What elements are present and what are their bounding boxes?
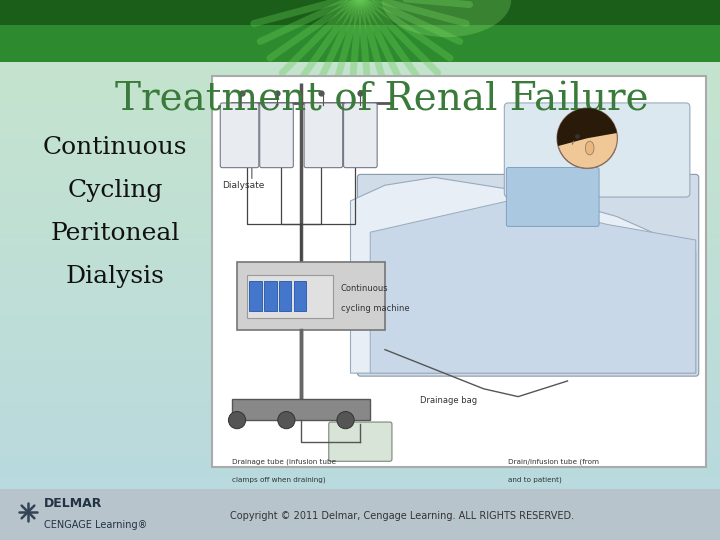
Bar (212, 76, 706, 467)
Ellipse shape (382, 0, 511, 37)
FancyBboxPatch shape (343, 103, 377, 167)
FancyBboxPatch shape (506, 167, 599, 226)
Bar (0, 0, 720, 25)
Bar (232, 399, 370, 420)
Circle shape (278, 411, 295, 429)
Bar (0, 489, 720, 540)
Text: cycling machine: cycling machine (341, 304, 409, 313)
Bar (247, 275, 333, 318)
Circle shape (337, 411, 354, 429)
FancyBboxPatch shape (220, 103, 258, 167)
Wedge shape (557, 108, 617, 146)
Text: Peritoneal: Peritoneal (50, 221, 180, 245)
Text: Continuous: Continuous (42, 136, 187, 159)
Text: Copyright © 2011 Delmar, Cengage Learning. ALL RIGHTS RESERVED.: Copyright © 2011 Delmar, Cengage Learnin… (230, 510, 574, 521)
Circle shape (228, 411, 246, 429)
Polygon shape (351, 177, 696, 373)
Bar (294, 281, 306, 310)
Text: clamps off when draining): clamps off when draining) (232, 476, 325, 483)
Bar (237, 261, 385, 330)
Text: Dialysis: Dialysis (66, 265, 164, 287)
Bar (580, 146, 595, 170)
Text: Drain/infusion tube (from: Drain/infusion tube (from (508, 458, 599, 465)
Text: Treatment of Renal Failure: Treatment of Renal Failure (114, 82, 649, 118)
Text: Drainage bag: Drainage bag (420, 396, 477, 405)
Bar (0, 0, 720, 62)
Circle shape (557, 108, 617, 168)
Bar (264, 281, 276, 310)
Ellipse shape (585, 141, 594, 155)
Text: DELMAR: DELMAR (44, 497, 102, 510)
Bar (249, 281, 262, 310)
FancyBboxPatch shape (504, 103, 690, 197)
FancyBboxPatch shape (357, 174, 698, 376)
Polygon shape (370, 201, 696, 373)
FancyBboxPatch shape (329, 422, 392, 461)
FancyBboxPatch shape (260, 103, 293, 167)
Bar (279, 281, 292, 310)
Text: Dialysate: Dialysate (222, 181, 265, 190)
FancyBboxPatch shape (304, 103, 343, 167)
Text: CENGAGE Learning®: CENGAGE Learning® (44, 519, 148, 530)
Text: Drainage tube (infusion tube: Drainage tube (infusion tube (232, 458, 336, 465)
Text: Continuous: Continuous (341, 285, 388, 293)
Text: Cycling: Cycling (67, 179, 163, 201)
Text: and to patient): and to patient) (508, 476, 562, 483)
